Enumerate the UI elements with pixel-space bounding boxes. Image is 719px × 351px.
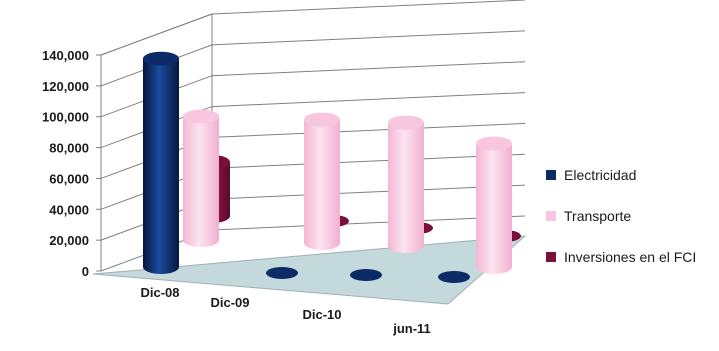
y-tick-label: 120,000 [42,79,89,94]
bar-0-2 [350,269,382,281]
bar-1-0 [183,109,219,247]
legend-swatch [546,252,556,262]
gridline [211,153,526,169]
bar-0-0 [143,51,179,274]
legend-label: Transporte [564,208,631,224]
bar-0-1 [266,267,298,279]
gridline [211,215,526,231]
bar-body [304,119,340,250]
gridline [211,61,526,77]
legend-label: Electricidad [564,167,636,183]
x-axis-ticks: Dic-08 Dic-09 Dic-10 jun-11 [140,285,430,336]
y-tick-label: 60,000 [49,171,89,186]
y-tick-label: 20,000 [49,233,89,248]
bar-body [476,143,512,274]
x-tick-label: Dic-10 [302,307,341,322]
y-tick-label: 0 [82,264,89,279]
gridline [211,122,526,138]
legend-swatch [546,211,556,221]
bar-1-3 [476,136,512,274]
bar-1-2 [388,115,424,253]
legend-swatch [546,170,556,180]
legend-item: Electricidad [546,167,636,183]
y-tick-label: 80,000 [49,141,89,156]
gridline-depth [100,13,213,56]
y-tick-label: 100,000 [42,110,89,125]
bar-body [183,116,219,247]
bar-top [476,136,512,151]
bar-top [304,112,340,127]
bar-1-1 [304,112,340,250]
legend-item: Inversiones en el FCI [546,249,696,265]
gridline [211,0,526,15]
gridline [211,30,526,46]
legend-item: Transporte [546,208,631,224]
bar-top [388,115,424,130]
x-tick-label: Dic-08 [140,285,179,300]
bar-top [183,109,219,124]
legend-label: Inversiones en el FCI [564,249,696,265]
bar-top [143,51,179,66]
y-tick-label: 40,000 [49,202,89,217]
bar-body [388,122,424,253]
gridline [211,184,526,200]
bars [143,51,521,283]
bar-0-3 [438,271,470,283]
legend: Electricidad Transporte Inversiones en el … [546,167,696,265]
x-tick-label: jun-11 [392,321,431,336]
y-axis-ticks: 0 20,000 40,000 60,000 80,000 100,000 120,000 1… [42,48,101,279]
y-tick-label: 140,000 [42,48,89,63]
gridline [211,92,526,108]
bar-body [143,58,179,274]
x-tick-label: Dic-09 [210,295,249,310]
